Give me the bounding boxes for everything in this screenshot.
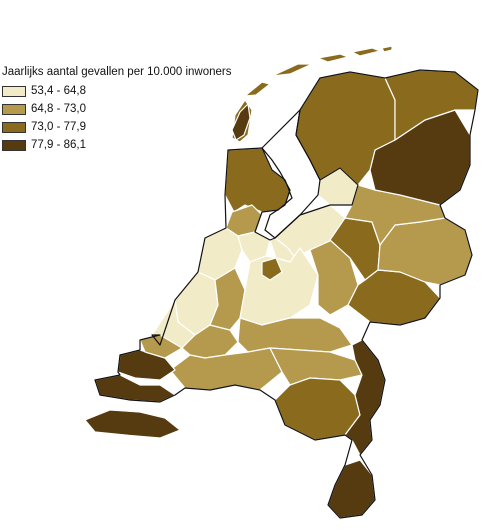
region-vlieland bbox=[244, 81, 271, 97]
legend-label: 53,4 - 64,8 bbox=[31, 85, 86, 97]
legend-title: Jaarlijks aantal gevallen per 10.000 inw… bbox=[2, 66, 232, 78]
legend-swatch bbox=[2, 121, 26, 133]
legend-item: 77,9 - 86,1 bbox=[2, 136, 232, 154]
region-rottumeroog bbox=[381, 45, 393, 53]
region-terschelling bbox=[271, 63, 313, 77]
legend-swatch bbox=[2, 85, 26, 97]
legend-label: 64,8 - 73,0 bbox=[31, 103, 86, 115]
region-brabant-zuidoost bbox=[274, 377, 361, 441]
region-brabant-midden bbox=[269, 347, 363, 386]
legend-item: 73,0 - 77,9 bbox=[2, 118, 232, 136]
legend: Jaarlijks aantal gevallen per 10.000 inw… bbox=[2, 66, 232, 154]
legend-item: 53,4 - 64,8 bbox=[2, 82, 232, 100]
region-zeeland-middle bbox=[94, 374, 176, 403]
legend-label: 77,9 - 86,1 bbox=[31, 139, 86, 151]
legend-item: 64,8 - 73,0 bbox=[2, 100, 232, 118]
legend-swatch bbox=[2, 103, 26, 115]
region-schiermonnikoog bbox=[351, 47, 381, 57]
region-zeeland-south bbox=[84, 409, 181, 439]
region-brabant-west bbox=[169, 347, 283, 391]
country-outline bbox=[94, 69, 479, 519]
legend-swatch bbox=[2, 139, 26, 151]
region-ameland bbox=[317, 53, 349, 63]
region-texel bbox=[231, 103, 251, 141]
legend-label: 73,0 - 77,9 bbox=[31, 121, 86, 133]
region-midden-holland bbox=[209, 267, 246, 331]
map-regions bbox=[84, 45, 479, 519]
region-rivierenland bbox=[237, 317, 353, 353]
region-eemland bbox=[261, 257, 283, 281]
